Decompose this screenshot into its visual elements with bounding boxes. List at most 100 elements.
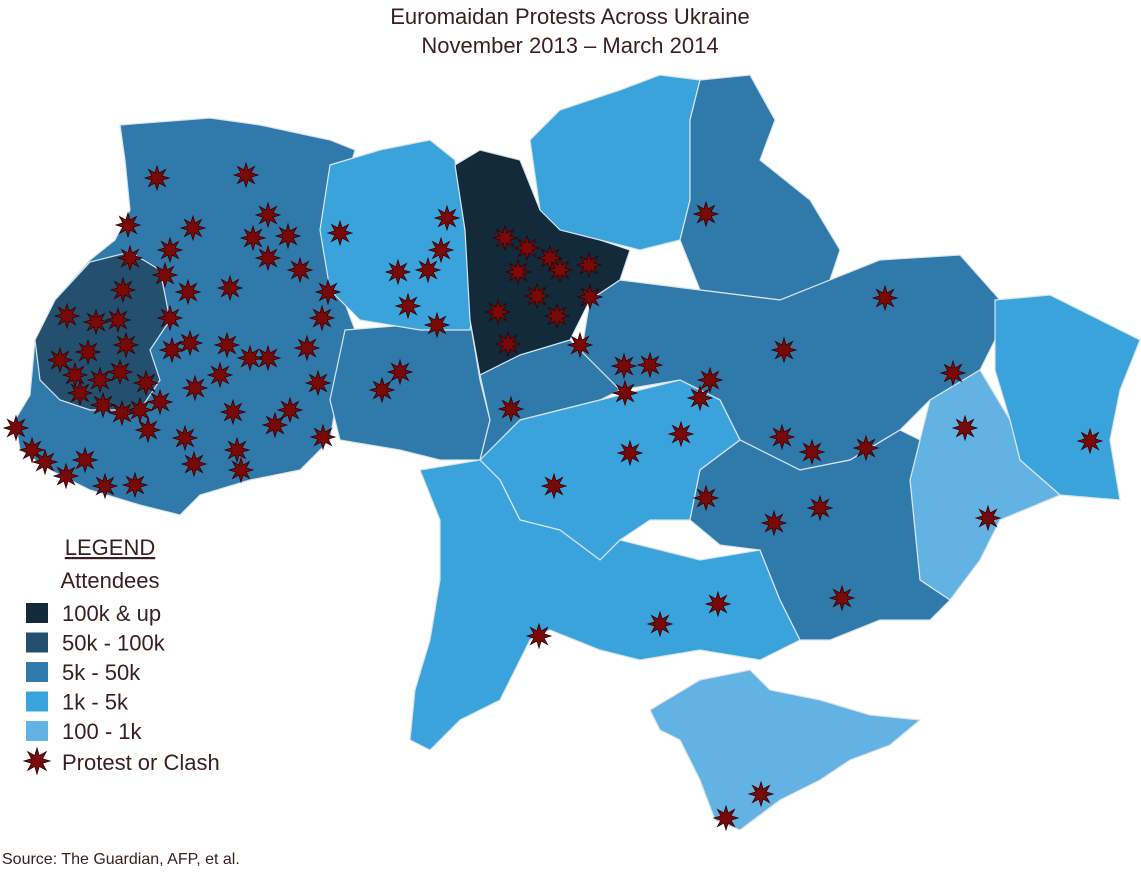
legend: 100k & up 50k - 100k 5k - 50k 1k - 5k 100 - … bbox=[22, 601, 220, 776]
protest-marker bbox=[768, 423, 796, 451]
protest-marker bbox=[504, 258, 532, 286]
protest-marker bbox=[112, 331, 140, 359]
legend-swatch bbox=[26, 691, 48, 712]
protest-marker bbox=[491, 224, 519, 252]
legend-marker bbox=[22, 746, 52, 776]
protest-marker bbox=[546, 256, 574, 284]
region bbox=[529, 74, 701, 251]
region bbox=[329, 319, 491, 461]
protest-marker bbox=[566, 331, 594, 359]
protest-marker bbox=[286, 256, 314, 284]
protest-marker bbox=[108, 399, 136, 427]
protest-marker bbox=[494, 330, 522, 358]
protest-marker bbox=[151, 261, 179, 289]
protest-marker bbox=[576, 283, 604, 311]
protest-marker bbox=[1076, 427, 1104, 455]
protest-marker bbox=[394, 292, 422, 320]
protest-marker bbox=[433, 204, 461, 232]
region bbox=[994, 294, 1141, 501]
protest-marker bbox=[326, 219, 354, 247]
protest-marker bbox=[484, 298, 512, 326]
protest-marker bbox=[636, 351, 664, 379]
protest-marker bbox=[82, 308, 110, 336]
region bbox=[649, 669, 922, 831]
region bbox=[689, 429, 951, 641]
protest-marker bbox=[89, 391, 117, 419]
protest-marker bbox=[86, 366, 114, 394]
legend-label: Protest or Clash bbox=[62, 750, 220, 775]
protest-marker bbox=[236, 344, 264, 372]
legend-label: 100k & up bbox=[62, 601, 161, 626]
protest-marker bbox=[109, 276, 137, 304]
markers bbox=[2, 161, 1104, 832]
protest-marker bbox=[174, 278, 202, 306]
protest-marker bbox=[171, 424, 199, 452]
title: Euromaidan Protests Across Ukraine bbox=[390, 4, 750, 29]
protest-marker bbox=[543, 302, 571, 330]
protest-marker bbox=[760, 509, 788, 537]
protest-marker bbox=[798, 438, 826, 466]
source: Source: The Guardian, AFP, et al. bbox=[2, 851, 240, 868]
legend-swatch bbox=[26, 721, 48, 741]
legend-swatch bbox=[26, 632, 48, 653]
protest-marker bbox=[254, 344, 282, 372]
protest-marker bbox=[497, 395, 525, 423]
subtitle: November 2013 – March 2014 bbox=[421, 33, 718, 58]
protest-marker bbox=[386, 358, 414, 386]
protest-marker bbox=[293, 334, 321, 362]
protest-marker bbox=[216, 274, 244, 302]
protest-marker bbox=[667, 420, 695, 448]
protest-marker bbox=[74, 338, 102, 366]
legend-heading: LEGEND bbox=[65, 535, 155, 560]
protest-marker bbox=[513, 234, 541, 262]
protest-marker bbox=[314, 278, 342, 306]
legend-swatch bbox=[26, 662, 48, 682]
legend-swatch bbox=[26, 603, 48, 623]
protest-marker bbox=[974, 504, 1002, 532]
protest-marker bbox=[223, 436, 251, 464]
protest-marker bbox=[156, 304, 184, 332]
protest-marker bbox=[423, 311, 451, 339]
protest-marker bbox=[274, 222, 302, 250]
protest-marker bbox=[616, 439, 644, 467]
legend-label: 100 - 1k bbox=[62, 719, 142, 744]
protest-marker bbox=[575, 251, 603, 279]
protest-marker bbox=[31, 448, 59, 476]
protest-marker bbox=[232, 161, 260, 189]
protest-marker bbox=[523, 282, 551, 310]
protest-marker bbox=[181, 374, 209, 402]
protest-marker bbox=[134, 416, 162, 444]
legend-subtitle: Attendees bbox=[60, 568, 159, 593]
protest-marker bbox=[227, 456, 255, 484]
protest-marker bbox=[104, 306, 132, 334]
protest-marker bbox=[180, 450, 208, 478]
regions bbox=[14, 74, 1141, 831]
protest-marker bbox=[176, 329, 204, 357]
protest-marker bbox=[806, 494, 834, 522]
protest-marker bbox=[939, 359, 967, 387]
protest-marker bbox=[712, 804, 740, 832]
protest-marker bbox=[66, 379, 94, 407]
protest-marker bbox=[179, 214, 207, 242]
protest-marker bbox=[53, 302, 81, 330]
protest-marker bbox=[368, 376, 396, 404]
protest-marker bbox=[414, 256, 442, 284]
protest-marker bbox=[696, 366, 724, 394]
protest-marker bbox=[114, 211, 142, 239]
protest-marker bbox=[156, 236, 184, 264]
protest-marker bbox=[52, 462, 80, 490]
protest-marker bbox=[828, 584, 856, 612]
protest-marker bbox=[121, 471, 149, 499]
protest-marker bbox=[206, 361, 234, 389]
region bbox=[679, 74, 841, 301]
protest-marker bbox=[692, 484, 720, 512]
legend-label: 50k - 100k bbox=[62, 631, 166, 656]
protest-marker bbox=[61, 361, 89, 389]
protest-marker bbox=[852, 434, 880, 462]
protest-marker bbox=[106, 358, 134, 386]
protest-marker bbox=[427, 236, 455, 264]
legend-label: 1k - 5k bbox=[62, 690, 129, 715]
protest-marker bbox=[308, 304, 336, 332]
protest-marker bbox=[254, 244, 282, 272]
protest-marker bbox=[747, 780, 775, 808]
